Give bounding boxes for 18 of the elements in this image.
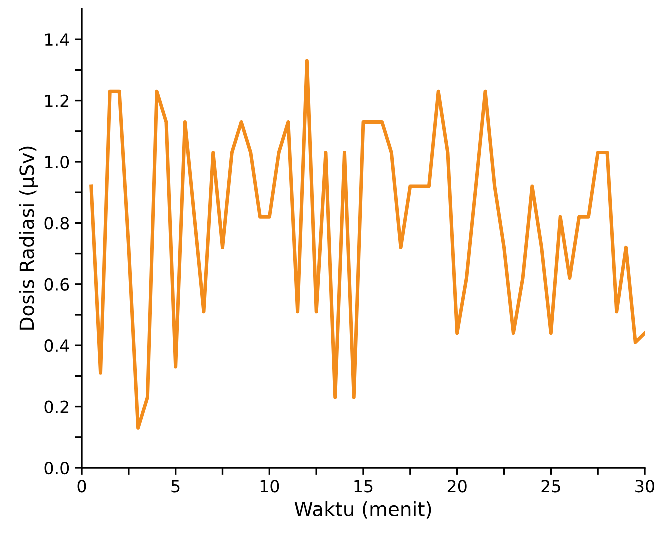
x-tick-label: 20	[448, 480, 467, 493]
x-tick-label: 30	[636, 480, 654, 493]
x-tick-label: 10	[260, 480, 280, 493]
y-tick-label: 1.2	[46, 94, 69, 108]
x-tick-label: 0	[78, 480, 86, 493]
x-tick-label: 25	[542, 480, 560, 493]
y-tick-label: 0.4	[44, 340, 70, 352]
y-tick-label: 0.6	[44, 278, 70, 291]
line-series	[90, 59, 645, 430]
y-tick-label: 0.0	[44, 462, 70, 475]
y-tick-label: 1.0	[46, 156, 70, 169]
y-tick-label: 0.2	[44, 400, 69, 414]
y-tick-label: 1.4	[46, 34, 70, 46]
y-axis-title: Dosis Radiasi (µSv)	[19, 146, 38, 330]
x-tick-label: 5	[172, 480, 180, 493]
x-axis-title: Waktu (menit)	[294, 501, 432, 519]
x-tick-label: 15	[354, 480, 373, 493]
y-tick-label: 0.8	[44, 217, 70, 230]
